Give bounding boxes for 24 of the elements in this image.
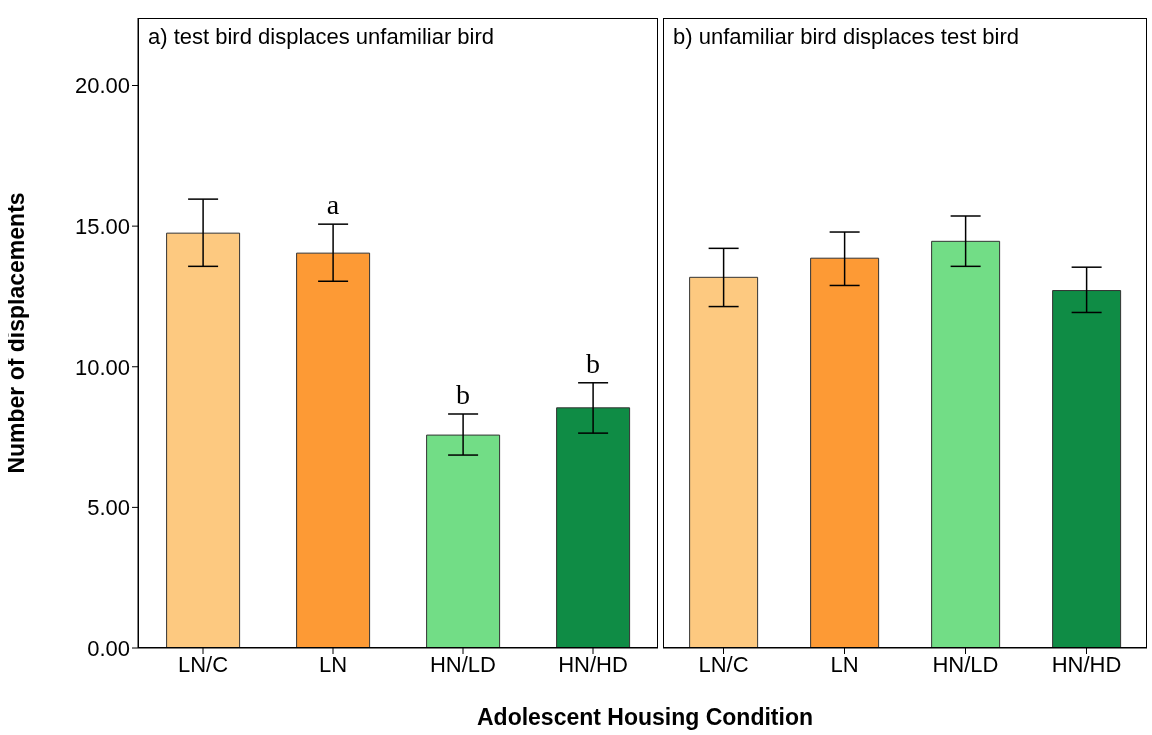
y-tick-label: 15.00 — [74, 213, 130, 239]
bar — [296, 252, 371, 648]
y-axis-title: Number of displacements — [3, 192, 30, 474]
x-tick-label: HN/LD — [932, 651, 999, 677]
y-tick-label: 20.00 — [74, 73, 130, 99]
y-tick-label: 10.00 — [74, 354, 130, 380]
annotation: a — [326, 189, 340, 221]
x-tick-label: HN/LD — [429, 651, 497, 677]
annotation: b — [456, 379, 470, 410]
x-tick-label: LN/C — [177, 651, 229, 677]
chart-title: b) unfamiliar bird displaces test bird — [673, 24, 1020, 50]
chart-title: a) test bird displaces unfamiliar bird — [148, 24, 495, 50]
bar — [426, 434, 501, 648]
annotation: b — [586, 347, 600, 379]
x-tick-label: LN — [318, 651, 348, 677]
bar — [166, 232, 241, 648]
y-tick-label: 5.00 — [87, 495, 130, 521]
y-tick-label: 0.00 — [87, 635, 130, 661]
x-tick-label: HN/HD — [558, 651, 628, 677]
x-tick-label: LN/C — [698, 651, 749, 677]
x-tick-label: LN — [830, 651, 859, 677]
x-axis-title: Adolescent Housing Condition — [475, 704, 814, 731]
x-tick-label: HN/HD — [1051, 651, 1122, 677]
bar — [556, 407, 631, 648]
